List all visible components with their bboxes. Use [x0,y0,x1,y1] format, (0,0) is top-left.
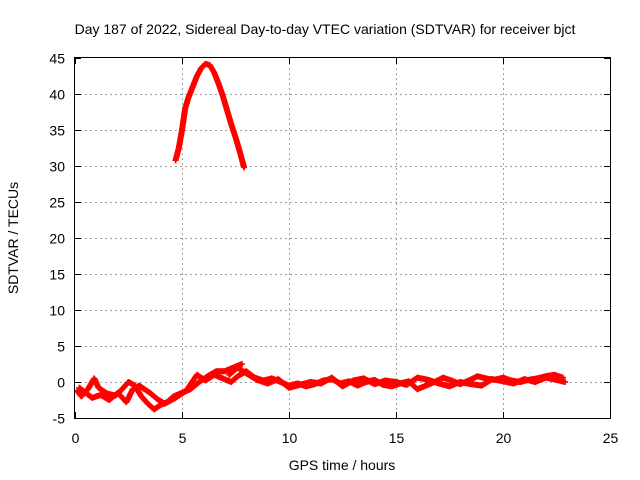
x-tick-label: 25 [603,430,619,446]
data-point-marker [562,379,569,385]
y-tick-label: -5 [53,411,66,427]
x-axis-label: GPS time / hours [289,457,396,473]
y-tick-label: 10 [49,303,65,319]
tick-labels: 0 5 10 15 20 25 -5 0 5 10 15 20 25 30 35 40 45 [49,51,618,447]
y-tick-label: 15 [49,267,65,283]
plot-frame [74,57,611,419]
y-tick-label: 20 [49,231,65,247]
y-tick-label: 45 [49,51,65,67]
y-tick-label: 0 [57,375,65,391]
x-tick-label: 5 [179,430,187,446]
y-tick-label: 40 [49,87,65,103]
data-point-marker [241,164,248,171]
y-tick-label: 30 [49,159,65,175]
x-tick-label: 15 [389,430,405,446]
series-arc-baseline-3 [226,364,569,391]
x-tick-label: 0 [72,430,80,446]
y-tick-label: 25 [49,195,65,211]
data-markers [74,60,569,413]
chart-title: Day 187 of 2022, Sidereal Day-to-day VTE… [75,21,576,37]
y-tick-label: 5 [57,339,65,355]
x-tick-label: 20 [496,430,512,446]
x-tick-label: 10 [282,430,298,446]
data-point-marker [238,361,245,367]
y-tick-label: 35 [49,123,65,139]
series-arc-peak [172,60,248,171]
y-axis-label: SDTVAR / TECUs [5,182,21,294]
